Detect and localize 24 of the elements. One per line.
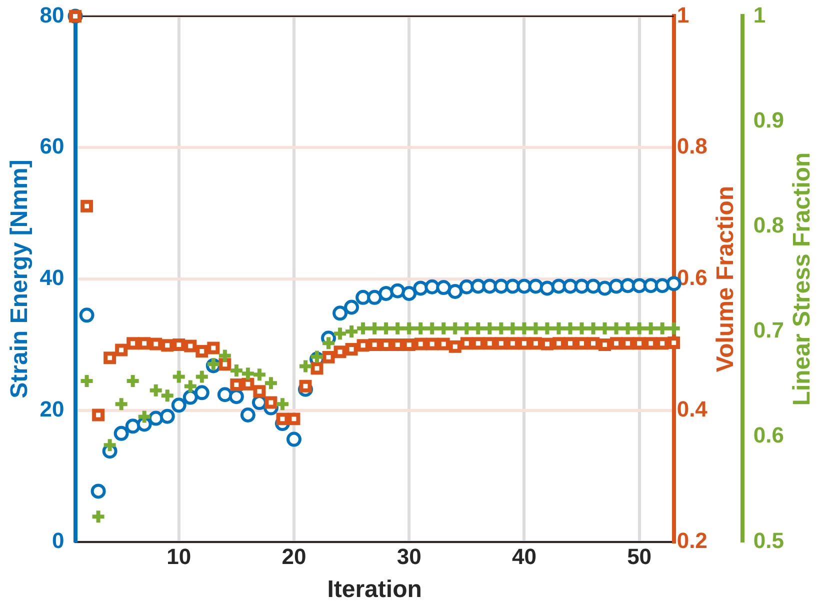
y-tick-label: 0 — [52, 528, 64, 553]
y-tick-label: 20 — [40, 396, 64, 422]
x-tick-label: 40 — [512, 544, 536, 570]
y-tick-label: 80 — [40, 2, 64, 28]
y3-tick-label: 0.9 — [753, 107, 784, 132]
y2-axis-title: Volume Fraction — [712, 186, 740, 372]
x-tick-label: 30 — [396, 544, 422, 570]
x-tick-label: 50 — [627, 544, 652, 570]
y3-tick-label: 1 — [753, 2, 766, 28]
x-tick-label: 10 — [166, 544, 192, 570]
y2-tick-label: 0.8 — [676, 134, 708, 159]
y3-axis-title: Linear Stress Fraction — [788, 152, 816, 406]
y3-tick-label: 0.6 — [753, 422, 784, 448]
y3-tick-label: 0.7 — [753, 318, 784, 343]
x-tick-label: 20 — [282, 544, 306, 570]
y-tick-label: 60 — [40, 134, 64, 159]
y3-tick-label: 0.5 — [753, 528, 784, 553]
y2-tick-label: 0.2 — [676, 528, 708, 553]
y2-tick-label: 0.4 — [676, 396, 708, 422]
y-axis-title: Strain Energy [Nmm] — [6, 160, 34, 398]
x-axis-title: Iteration — [327, 576, 422, 604]
y3-tick-label: 0.8 — [753, 212, 784, 238]
y-tick-label: 40 — [40, 265, 64, 290]
y2-tick-label: 1 — [676, 2, 690, 28]
